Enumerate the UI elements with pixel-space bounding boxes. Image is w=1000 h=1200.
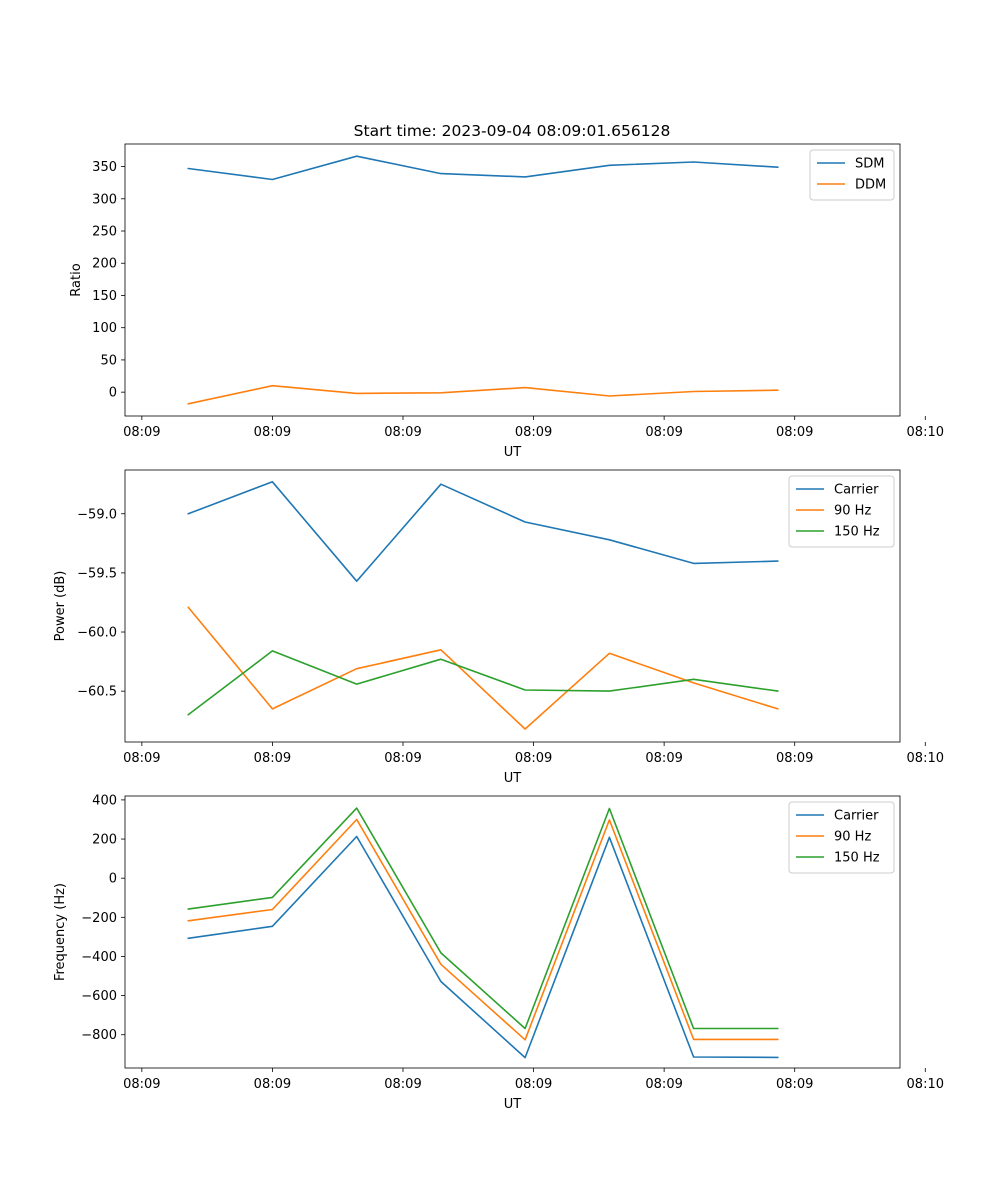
y-tick-label: −400: [81, 950, 117, 965]
x-axis-label: UT: [504, 445, 522, 460]
y-tick-label: 0: [109, 872, 117, 887]
x-tick-label: 08:09: [776, 425, 813, 440]
x-tick-label: 08:09: [123, 1077, 160, 1092]
y-tick-label: 150: [92, 289, 117, 304]
x-tick-label: 08:09: [254, 1077, 291, 1092]
y-tick-label: 250: [92, 225, 117, 240]
legend-label: Carrier: [834, 483, 879, 498]
y-axis-label: Ratio: [69, 263, 84, 296]
middle-panel: 08:09 08:09 08:09 08:09 08:09 08:09 08:10 −59.0…: [53, 469, 944, 786]
y-tick-label: −59.5: [77, 566, 117, 581]
series-line-90-hz: [187, 818, 779, 1041]
plot-area: [124, 469, 901, 743]
x-tick-label: 08:09: [384, 751, 421, 766]
series-line-carrier: [187, 480, 779, 583]
legend-label: DDM: [855, 178, 886, 193]
legend-label: Carrier: [834, 809, 879, 824]
x-axis-label: UT: [504, 1097, 522, 1112]
x-tick-label: 08:09: [254, 425, 291, 440]
x-tick-label: 08:09: [645, 425, 682, 440]
y-tick-label: 350: [92, 160, 117, 175]
legend-box: [788, 801, 895, 874]
series-line-ddm: [187, 384, 779, 405]
y-tick-label: −59.0: [77, 507, 117, 522]
x-tick-label: 08:10: [907, 1077, 944, 1092]
y-tick-label: −600: [81, 989, 117, 1004]
plot-area: [124, 795, 901, 1069]
y-tick-label: 300: [92, 192, 117, 207]
x-tick-label: 08:09: [384, 425, 421, 440]
y-tick-label: −200: [81, 911, 117, 926]
y-axis-label: Frequency (Hz): [53, 883, 68, 981]
x-tick-label: 08:10: [907, 751, 944, 766]
legend: Carrier 90 Hz 150 Hz: [788, 801, 895, 874]
y-tick-label: 400: [92, 793, 117, 808]
y-tick-label: 50: [100, 353, 117, 368]
x-tick-label: 08:09: [645, 751, 682, 766]
legend-label: SDM: [855, 157, 884, 172]
x-tick-label: 08:09: [515, 425, 552, 440]
y-tick-label: 200: [92, 833, 117, 848]
y-tick-label: −60.0: [77, 626, 117, 641]
x-tick-label: 08:09: [776, 1077, 813, 1092]
x-tick-label: 08:09: [515, 1077, 552, 1092]
y-tick-label: −800: [81, 1028, 117, 1043]
x-tick-label: 08:09: [515, 751, 552, 766]
legend: SDM DDM: [809, 149, 895, 201]
x-tick-label: 08:09: [776, 751, 813, 766]
legend-label: 90 Hz: [834, 504, 871, 519]
x-tick-label: 08:10: [907, 425, 944, 440]
legend: Carrier 90 Hz 150 Hz: [788, 475, 895, 548]
y-tick-label: 0: [109, 386, 117, 401]
y-tick-label: 200: [92, 257, 117, 272]
x-axis-label: UT: [504, 771, 522, 786]
series-line-150-hz: [187, 650, 779, 716]
x-tick-label: 08:09: [384, 1077, 421, 1092]
series-line-sdm: [187, 155, 779, 181]
legend-label: 150 Hz: [834, 851, 880, 866]
y-tick-label: 100: [92, 321, 117, 336]
plot-area: [124, 143, 901, 417]
legend-label: 90 Hz: [834, 830, 871, 845]
x-tick-label: 08:09: [123, 425, 160, 440]
series-line-90-hz: [187, 606, 779, 730]
legend-box: [788, 475, 895, 548]
x-tick-label: 08:09: [123, 751, 160, 766]
legend-label: 150 Hz: [834, 525, 880, 540]
top-panel: 08:09 08:09 08:09 08:09 08:09 08:09 08:10 0 50 10…: [69, 143, 944, 460]
y-axis-label: Power (dB): [53, 571, 68, 642]
x-tick-label: 08:09: [645, 1077, 682, 1092]
series-line-150-hz: [187, 807, 779, 1030]
y-tick-label: −60.5: [77, 685, 117, 700]
x-tick-label: 08:09: [254, 751, 291, 766]
series-line-carrier: [187, 835, 779, 1059]
chart-title: Start time: 2023-09-04 08:09:01.656128: [354, 122, 671, 140]
bottom-panel: 08:09 08:09 08:09 08:09 08:09 08:09 08:10 400 20…: [53, 793, 944, 1112]
